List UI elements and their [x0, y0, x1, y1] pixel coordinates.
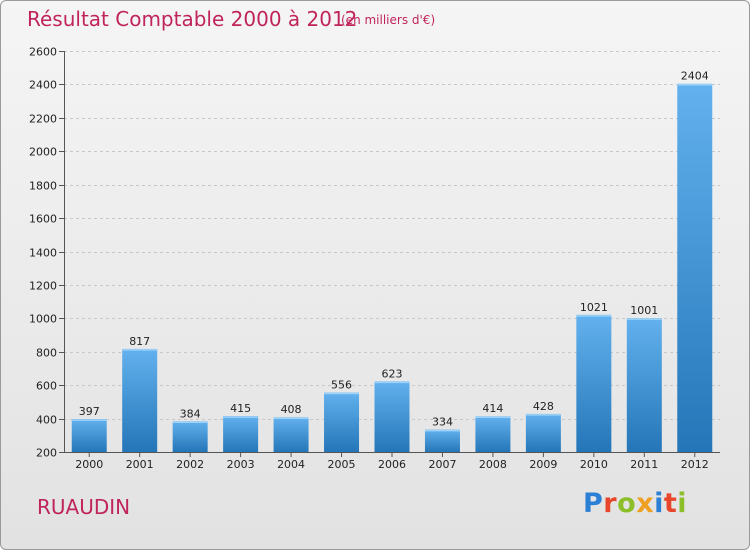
data-label-2011: 1001 — [630, 304, 658, 317]
data-label-2010: 1021 — [580, 301, 608, 314]
logo-letter: r — [603, 488, 618, 519]
bar-2008 — [475, 416, 511, 452]
bar-2012 — [677, 83, 713, 452]
labels: 397 817 384 415 408 556 623 334 414 428 1021 1001 24… — [79, 70, 709, 429]
y-tick-label: 2400 — [29, 79, 57, 92]
data-label-2004: 408 — [281, 403, 302, 416]
x-tick-label: 2009 — [529, 458, 557, 471]
bar-2006 — [374, 381, 410, 452]
x-tick-label: 2002 — [176, 458, 204, 471]
logo-letter: o — [617, 488, 637, 519]
y-tick-label: 2600 — [29, 46, 57, 59]
logo-letter: i — [677, 488, 688, 519]
bar-2003 — [223, 416, 259, 452]
y-tick-label: 200 — [36, 447, 57, 460]
x-tick-label: 2011 — [630, 458, 658, 471]
x-tick-label: 2000 — [75, 458, 103, 471]
y-tick-label: 1200 — [29, 280, 57, 293]
data-label-2009: 428 — [533, 400, 554, 413]
y-tick-label: 600 — [36, 380, 57, 393]
gridlines — [64, 51, 720, 420]
bar-2009 — [525, 413, 561, 452]
x-tick-label: 2001 — [126, 458, 154, 471]
bar-2002 — [172, 421, 208, 452]
axes: 200 400 600 800 1000 1200 1400 1600 1800 2000 2200… — [29, 46, 720, 471]
data-label-2012: 2404 — [681, 70, 709, 83]
y-tick-label: 1400 — [29, 247, 57, 260]
commune-name: RUAUDIN — [37, 495, 131, 519]
y-tick-label: 1800 — [29, 180, 57, 193]
bar-2004 — [273, 417, 309, 452]
y-tick-label: 800 — [36, 347, 57, 360]
bar-2010 — [576, 314, 612, 452]
bar-2005 — [324, 392, 360, 452]
x-tick-label: 2008 — [479, 458, 507, 471]
y-tick-label: 400 — [36, 414, 57, 427]
x-tick-label: 2003 — [227, 458, 255, 471]
x-tick-label: 2007 — [428, 458, 456, 471]
logo-letter: x — [636, 488, 655, 519]
data-label-2000: 397 — [79, 405, 100, 418]
x-tick-label: 2004 — [277, 458, 305, 471]
x-tick-label: 2010 — [580, 458, 608, 471]
x-tick-label: 2005 — [328, 458, 356, 471]
chart-subtitle: (en milliers d'€) — [341, 13, 436, 27]
data-label-2005: 556 — [331, 379, 352, 392]
data-label-2008: 414 — [482, 402, 503, 415]
bars — [71, 83, 713, 452]
x-tick-label: 2012 — [681, 458, 709, 471]
y-tick-label: 1600 — [29, 213, 57, 226]
logo-letter: t — [663, 488, 678, 519]
bar-2000 — [71, 419, 107, 452]
y-tick-label: 2200 — [29, 113, 57, 126]
proxiti-logo: Proxiti — [583, 488, 687, 519]
chart-title: Résultat Comptable 2000 à 2012 — [27, 7, 358, 31]
logo-letter: P — [583, 488, 604, 519]
bar-2011 — [626, 318, 662, 452]
x-tick-label: 2006 — [378, 458, 406, 471]
data-label-2001: 817 — [129, 335, 150, 348]
data-label-2002: 384 — [180, 407, 201, 420]
y-tick-label: 1000 — [29, 313, 57, 326]
bar-2007 — [424, 429, 460, 452]
data-label-2007: 334 — [432, 416, 453, 429]
data-label-2006: 623 — [382, 367, 403, 380]
bar-2001 — [122, 348, 158, 452]
logo-letter: i — [654, 488, 664, 519]
data-label-2003: 415 — [230, 402, 251, 415]
y-tick-label: 2000 — [29, 146, 57, 159]
